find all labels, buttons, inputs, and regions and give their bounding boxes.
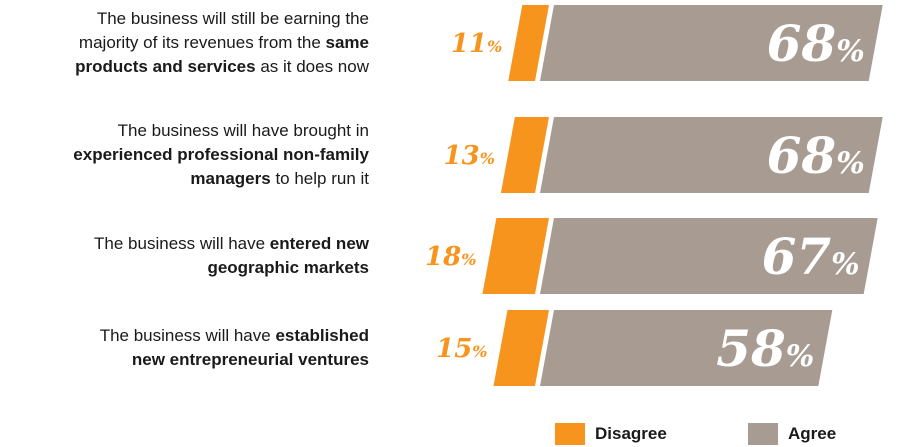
bar-disagree xyxy=(500,117,549,193)
bar-agree xyxy=(540,218,878,294)
category-label: The business will have entered new geogra… xyxy=(94,234,369,277)
disagree-value-label: 15% xyxy=(436,334,487,364)
agree-value-label: 67% xyxy=(762,227,860,286)
bar-agree xyxy=(540,5,883,81)
legend-agree: Agree xyxy=(748,423,836,445)
bar-disagree xyxy=(482,218,549,294)
category-label: The business will have established new en… xyxy=(99,326,369,369)
legend-disagree-label: Disagree xyxy=(595,424,667,443)
category-label: The business will still be earning the ma… xyxy=(75,9,369,76)
legend-agree-label: Agree xyxy=(788,424,837,443)
bar-disagree xyxy=(508,5,549,81)
disagree-value-label: 13% xyxy=(444,141,495,171)
bar-disagree xyxy=(493,310,549,386)
legend-disagree: Disagree xyxy=(555,423,667,445)
agree-value-label: 58% xyxy=(716,319,814,378)
agree-value-label: 68% xyxy=(767,14,865,73)
legend-agree-swatch xyxy=(748,423,778,445)
bar-agree xyxy=(540,117,883,193)
category-label: The business will have brought in experie… xyxy=(73,121,369,188)
agree-value-label: 68% xyxy=(767,126,865,185)
bar-agree xyxy=(540,310,833,386)
disagree-value-label: 18% xyxy=(425,242,476,272)
disagree-value-label: 11% xyxy=(451,29,502,59)
legend-disagree-swatch xyxy=(555,423,585,445)
